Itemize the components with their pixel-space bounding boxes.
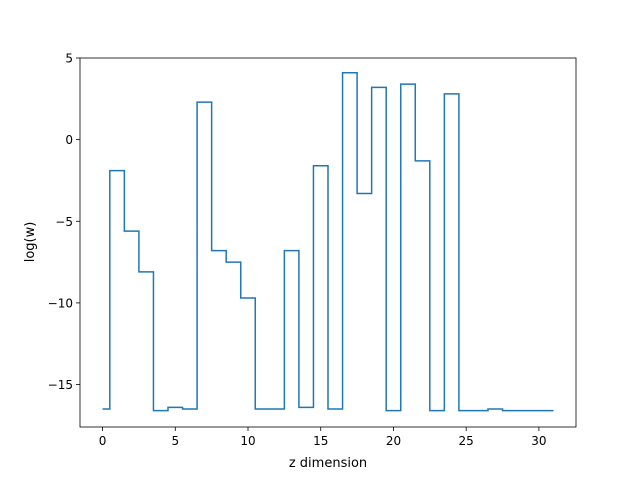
x-tick-label: 0 [99, 434, 107, 448]
x-axis: 0 5 10 15 20 25 30 [99, 427, 547, 448]
x-tick-label: 15 [313, 434, 328, 448]
x-tick-label: 30 [531, 434, 546, 448]
y-tick-label: −15 [48, 378, 73, 392]
y-tick-label: −5 [55, 215, 73, 229]
axes-frame [79, 57, 577, 428]
y-axis-label: log(w) [23, 222, 38, 263]
y-axis: 5 0 −5 −10 −15 [48, 52, 80, 392]
x-tick-label: 25 [459, 434, 474, 448]
series-line [102, 71, 554, 412]
plot-area [102, 71, 554, 412]
x-axis-label: z dimension [289, 456, 367, 471]
y-tick-label: 5 [65, 52, 73, 66]
x-tick-label: 10 [240, 434, 255, 448]
x-tick-label: 5 [171, 434, 179, 448]
x-tick-label: 20 [386, 434, 401, 448]
y-tick-label: −10 [48, 296, 73, 310]
y-tick-label: 0 [65, 133, 73, 147]
